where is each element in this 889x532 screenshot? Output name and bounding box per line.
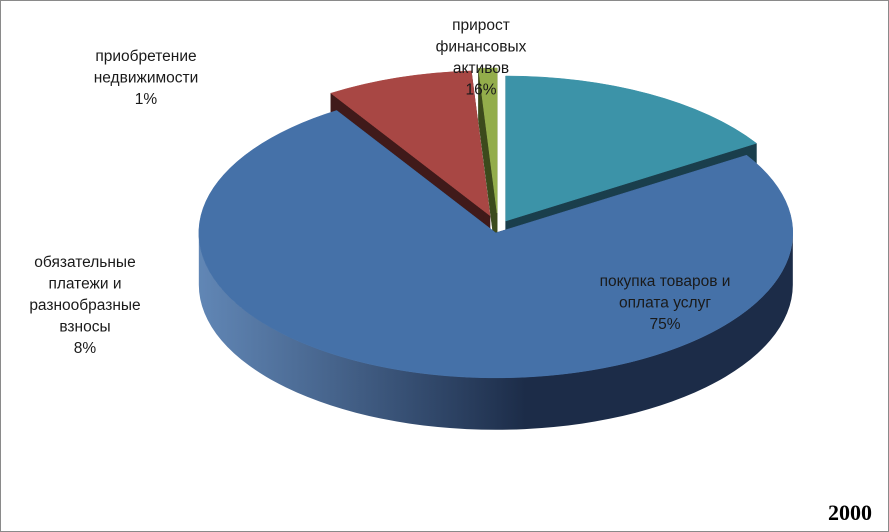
slice-percent-2: 8% — [74, 340, 97, 357]
slice-percent-0: 16% — [465, 82, 496, 99]
slice-label-line: активов — [453, 60, 509, 77]
pie-slice-1 — [198, 110, 794, 379]
slice-label-line: разнообразные — [29, 297, 140, 314]
slice-label-2: обязательные платежи и разнообразные взносы… — [29, 254, 140, 357]
pie-slice-0 — [505, 75, 758, 222]
slice-label-line: оплата услуг — [619, 295, 711, 312]
slice-label-line: обязательные — [34, 254, 135, 271]
year-annotation: 2000 — [828, 500, 872, 525]
pie-shapes — [198, 67, 794, 430]
slice-label-line: покупка товаров и — [600, 273, 731, 290]
slice-label-3: приобретение недвижимости 1% — [94, 48, 199, 108]
pie-slice-2 — [330, 70, 491, 217]
slice-percent-1: 75% — [649, 316, 680, 333]
slice-label-line: прирост — [452, 17, 510, 34]
slice-percent-3: 1% — [135, 91, 158, 108]
slice-label-line: недвижимости — [94, 70, 199, 87]
slice-label-line: взносы — [59, 319, 110, 336]
slice-label-0: прирост финансовых активов 16% — [436, 17, 527, 99]
slice-label-line: финансовых — [436, 39, 527, 56]
slice-label-line: приобретение — [95, 48, 196, 65]
slice-label-line: платежи и — [48, 276, 121, 293]
pie-labels: прирост финансовых активов 16% покупка товар… — [29, 17, 730, 357]
slice-label-1: покупка товаров и оплата услуг 75% — [600, 273, 731, 333]
pie-slice-3 — [478, 67, 498, 214]
